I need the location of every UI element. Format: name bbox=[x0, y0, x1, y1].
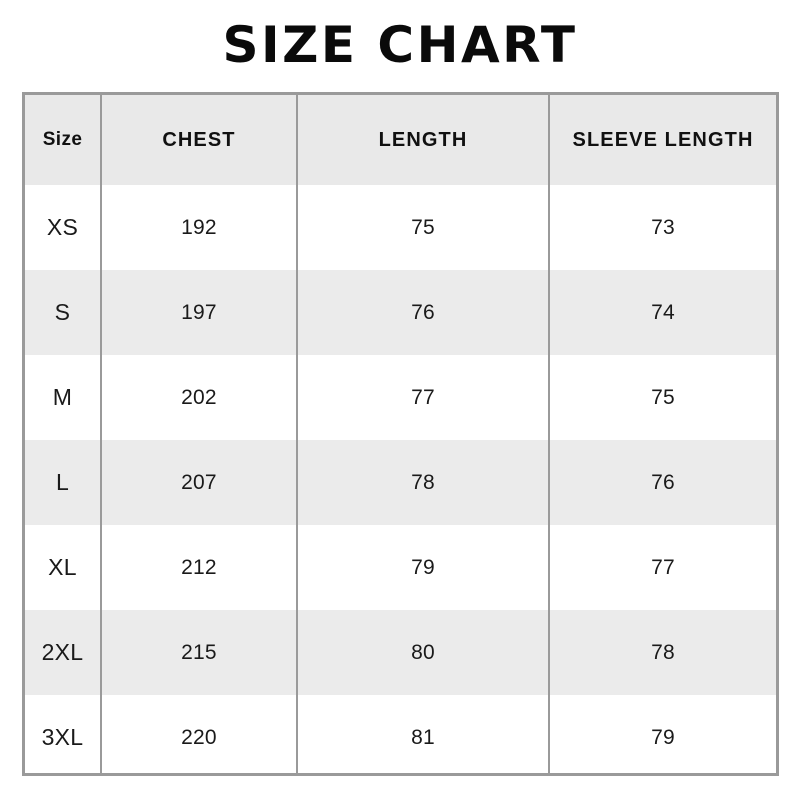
column-header-chest: CHEST bbox=[101, 95, 298, 185]
cell-size: 3XL bbox=[25, 695, 102, 773]
cell-length: 80 bbox=[297, 610, 550, 695]
table-header-row: Size CHEST LENGTH SLEEVE LENGTH bbox=[25, 95, 776, 185]
column-header-length: LENGTH bbox=[297, 95, 550, 185]
cell-length: 78 bbox=[297, 440, 550, 525]
cell-sleeve: 75 bbox=[651, 385, 675, 409]
cell-size: 2XL bbox=[25, 610, 102, 695]
cell-size: M bbox=[25, 355, 102, 440]
table-row: M 202 77 75 bbox=[25, 355, 776, 440]
cell-length: 81 bbox=[297, 695, 550, 773]
cell-sleeve: 78 bbox=[651, 640, 675, 664]
cell-size: XL bbox=[25, 525, 102, 610]
size-chart-table: Size CHEST LENGTH SLEEVE LENGTH XS 192 7… bbox=[25, 95, 776, 773]
cell-chest: 215 bbox=[101, 610, 298, 695]
cell-chest: 192 bbox=[101, 185, 298, 270]
cell-chest: 197 bbox=[101, 270, 298, 355]
table-body: XS 192 75 73 S 197 76 74 M 202 77 75 bbox=[25, 185, 776, 773]
cell-chest: 220 bbox=[101, 695, 298, 773]
table-row: 2XL 215 80 78 bbox=[25, 610, 776, 695]
cell-length: 75 bbox=[297, 185, 550, 270]
table-row: XS 192 75 73 bbox=[25, 185, 776, 270]
cell-sleeve: 74 bbox=[651, 300, 675, 324]
cell-sleeve: 76 bbox=[651, 470, 675, 494]
cell-length: 76 bbox=[297, 270, 550, 355]
cell-chest: 212 bbox=[101, 525, 298, 610]
table-row: 3XL 220 81 79 bbox=[25, 695, 776, 773]
cell-size: XS bbox=[25, 185, 102, 270]
table-row: XL 212 79 77 bbox=[25, 525, 776, 610]
cell-length: 77 bbox=[297, 355, 550, 440]
table-header: Size CHEST LENGTH SLEEVE LENGTH bbox=[25, 95, 776, 185]
table-row: L 207 78 76 bbox=[25, 440, 776, 525]
column-header-size: Size bbox=[25, 95, 102, 185]
page-title: SIZE CHART bbox=[222, 16, 578, 74]
cell-chest: 202 bbox=[101, 355, 298, 440]
cell-chest: 207 bbox=[101, 440, 298, 525]
cell-size: S bbox=[25, 270, 102, 355]
cell-sleeve: 77 bbox=[651, 555, 675, 579]
table-row: S 197 76 74 bbox=[25, 270, 776, 355]
cell-sleeve: 73 bbox=[651, 215, 675, 239]
column-header-sleeve-length: SLEEVE LENGTH bbox=[572, 128, 754, 151]
cell-sleeve: 79 bbox=[651, 725, 675, 749]
size-chart-table-container: Size CHEST LENGTH SLEEVE LENGTH XS 192 7… bbox=[22, 92, 779, 776]
cell-length: 79 bbox=[297, 525, 550, 610]
cell-size: L bbox=[25, 440, 102, 525]
